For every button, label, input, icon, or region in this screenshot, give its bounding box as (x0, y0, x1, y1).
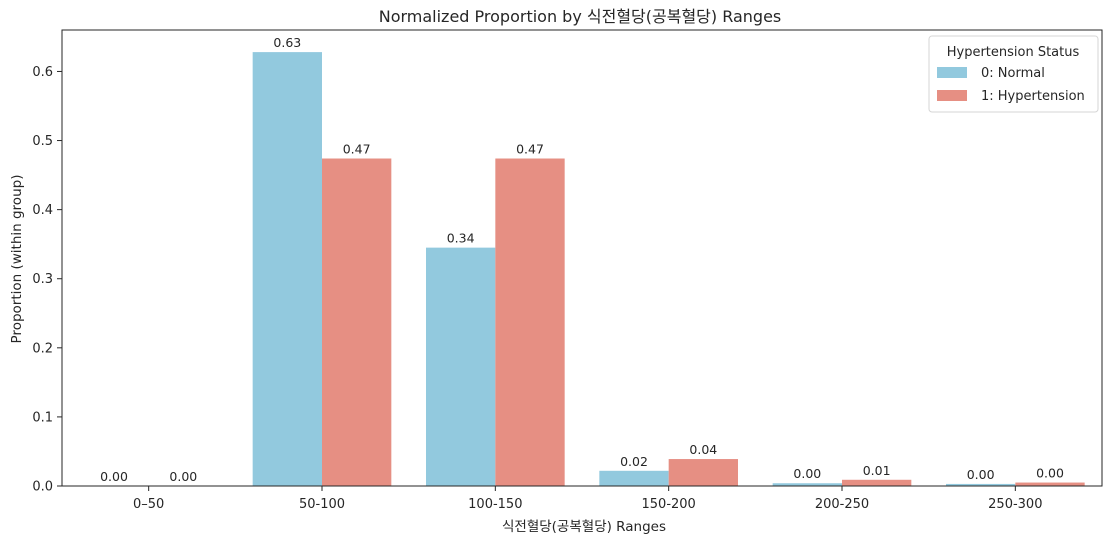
x-tick-label: 150-200 (642, 497, 696, 512)
x-tick-label: 50-100 (299, 497, 345, 512)
legend-frame (928, 35, 1099, 113)
bar-hypertension-2 (495, 158, 565, 486)
legend: Hypertension Status 0: Normal 1: Hyperten… (928, 35, 1099, 113)
bars-layer (252, 52, 1085, 486)
x-tick-label: 200-250 (815, 497, 869, 512)
bar-hypertension-4 (842, 479, 912, 486)
chart-title: Normalized Proportion by 식전혈당(공복혈당) Rang… (379, 7, 782, 26)
bar-value-label: 0.00 (169, 469, 197, 484)
y-tick-label: 0.4 (32, 203, 53, 218)
bar-value-label: 0.01 (863, 463, 891, 478)
y-axis-title: Proportion (within group) (9, 175, 25, 344)
y-tick-label: 0.5 (32, 134, 53, 149)
y-tick-label: 0.3 (32, 272, 53, 287)
x-tick-label: 0–50 (133, 497, 164, 512)
bar-hypertension-1 (322, 158, 392, 486)
x-tick-label: 100-150 (468, 497, 522, 512)
bar-value-label: 0.00 (1036, 466, 1064, 481)
bar-value-label: 0.04 (689, 442, 717, 457)
legend-label-hypertension: 1: Hypertension (981, 89, 1085, 104)
bar-normal-3 (599, 470, 669, 486)
bar-hypertension-5 (1015, 482, 1085, 486)
y-tick-label: 0.1 (32, 410, 53, 425)
legend-swatch-hypertension (937, 90, 967, 101)
bar-normal-5 (946, 483, 1016, 486)
bar-normal-2 (426, 247, 496, 486)
bar-hypertension-3 (668, 459, 738, 486)
plot-frame (61, 29, 1103, 487)
x-tick-label: 250-300 (988, 497, 1042, 512)
legend-entries: 0: Normal 1: Hypertension (937, 66, 1085, 104)
bar-value-label: 0.47 (516, 142, 544, 157)
legend-swatch-normal (937, 67, 967, 78)
y-tick-label: 0.0 (32, 480, 53, 495)
bar-normal-4 (772, 483, 842, 486)
bar-normal-1 (252, 52, 322, 486)
bar-value-label: 0.00 (967, 467, 995, 482)
bar-value-label: 0.34 (447, 231, 475, 246)
legend-title: Hypertension Status (947, 45, 1080, 60)
bar-value-label: 0.00 (100, 469, 128, 484)
legend-label-normal: 0: Normal (981, 66, 1045, 81)
y-tick-label: 0.6 (32, 65, 53, 80)
bar-value-label: 0.63 (273, 35, 301, 50)
axes-layer: 0.0 0.1 0.2 0.3 0.4 0.5 0.6 0–50 50-100 100-150 15… (32, 29, 1103, 512)
bar-labels-layer: 0.00 0.00 0.63 0.47 0.34 0.47 0.02 0.04 0.00 0.01… (100, 35, 1064, 484)
bar-value-label: 0.00 (793, 466, 821, 481)
y-tick-label: 0.2 (32, 341, 53, 356)
bar-value-label: 0.02 (620, 454, 648, 469)
bar-value-label: 0.47 (343, 142, 371, 157)
x-axis-title: 식전혈당(공복혈당) Ranges (502, 519, 666, 535)
